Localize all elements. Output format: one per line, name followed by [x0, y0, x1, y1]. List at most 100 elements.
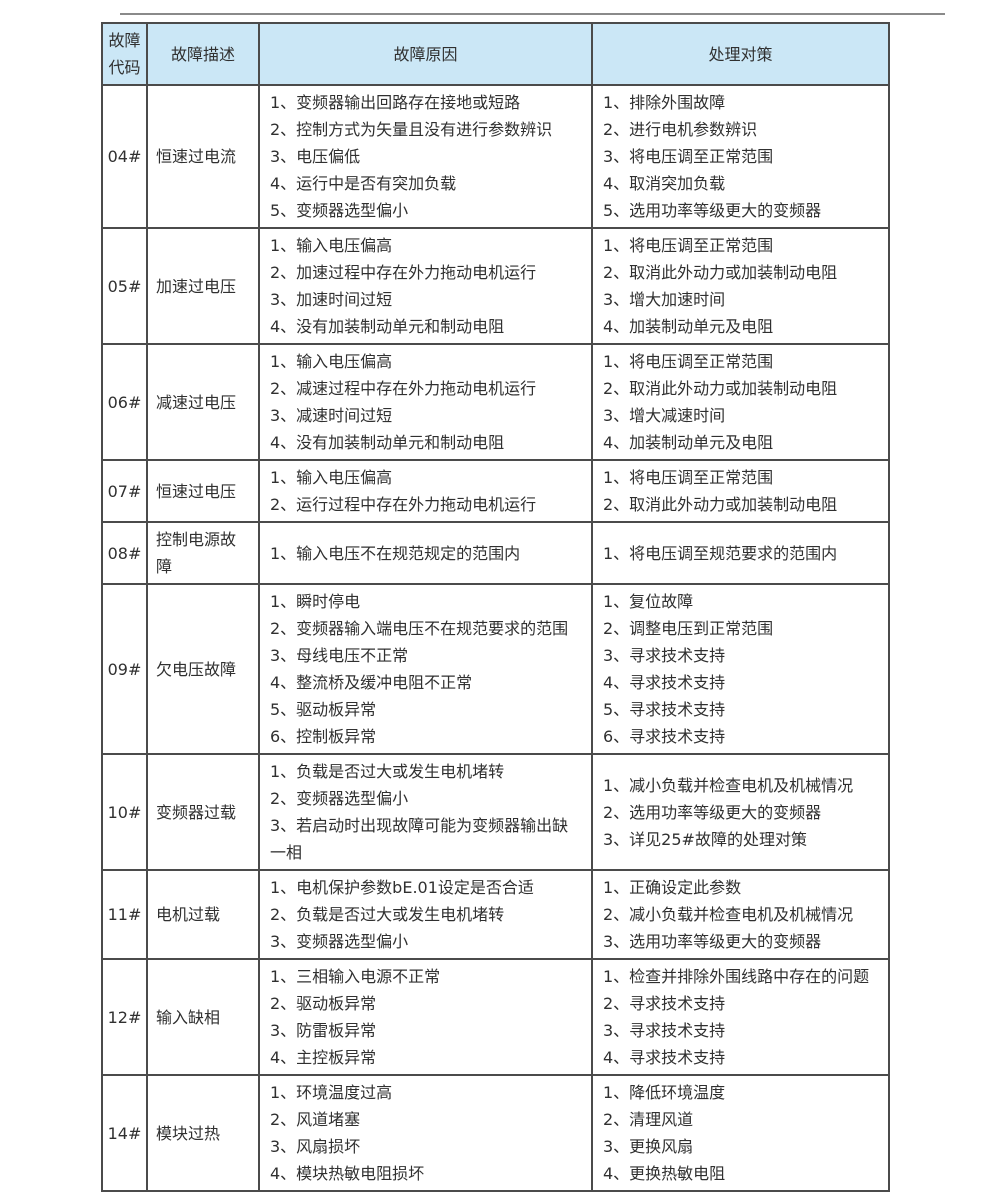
table-row: 10# 变频器过载 1、负载是否过大或发生电机堵转 2、变频器选型偏小 3、若启动时出现… — [101, 753, 890, 871]
countermeasure-item: 2、选用功率等级更大的变频器 — [603, 802, 822, 822]
cause-item: 2、变频器输入端电压不在规范要求的范围 — [270, 619, 569, 638]
cause-item: 2、减速过程中存在外力拖动电机运行 — [270, 379, 537, 398]
table-row: 04# 恒速过电流 1、变频器输出回路存在接地或短路 2、控制方式为矢量且没有进行参数… — [101, 84, 890, 229]
cause-item: 4、模块热敏电阻损坏 — [270, 1164, 425, 1183]
table-body: 04# 恒速过电流 1、变频器输出回路存在接地或短路 2、控制方式为矢量且没有进行参数… — [101, 84, 890, 1192]
countermeasure-item: 1、检查并排除外围线路中存在的问题 — [603, 967, 870, 986]
fault-code-cell: 12# — [101, 958, 148, 1076]
countermeasure-item: 4、加装制动单元及电阻 — [603, 433, 774, 452]
countermeasure-item: 3、更换风扇 — [603, 1137, 694, 1156]
fault-cause-cell: 1、电机保护参数bE.01设定是否合适 2、负载是否过大或发生电机堵转 3、变频器选… — [258, 869, 593, 960]
cause-item: 3、母线电压不正常 — [270, 646, 409, 665]
cause-item: 4、运行中是否有突加负载 — [270, 174, 457, 193]
cause-item: 2、变频器选型偏小 — [270, 789, 409, 808]
countermeasure-item: 3、增大加速时间 — [603, 290, 726, 309]
fault-code-cell: 04# — [101, 84, 148, 229]
fault-cause-cell: 1、瞬时停电 2、变频器输入端电压不在规范要求的范围 3、母线电压不正常 4、整流桥及… — [258, 583, 593, 755]
cause-item: 3、电压偏低 — [270, 147, 361, 166]
countermeasure-cell: 1、将电压调至正常范围 2、取消此外动力或加装制动电阻 — [591, 459, 890, 523]
countermeasure-item: 5、寻求技术支持 — [603, 700, 726, 719]
column-header-fault-code: 故障代码 — [101, 22, 148, 86]
countermeasure-item: 5、选用功率等级更大的变频器 — [603, 201, 822, 220]
cause-item: 2、驱动板异常 — [270, 994, 377, 1013]
fault-code-cell: 05# — [101, 227, 148, 345]
fault-code-cell: 10# — [101, 753, 148, 871]
countermeasure-cell: 1、排除外围故障 2、进行电机参数辨识 3、将电压调至正常范围 4、取消突加负载 5、选… — [591, 84, 890, 229]
countermeasure-item: 2、减小负载并检查电机及机械情况 — [603, 905, 854, 924]
fault-code-table: 故障代码 故障描述 故障原因 处理对策 04# 恒速过电流 1、变频器输出回路存在接… — [101, 22, 890, 1192]
fault-desc-cell: 欠电压故障 — [146, 583, 260, 755]
countermeasure-item: 4、加装制动单元及电阻 — [603, 317, 774, 336]
table-row: 07# 恒速过电压 1、输入电压偏高 2、运行过程中存在外力拖动电机运行 1、将电压调至… — [101, 459, 890, 523]
countermeasure-item: 2、清理风道 — [603, 1110, 694, 1129]
table-row: 09# 欠电压故障 1、瞬时停电 2、变频器输入端电压不在规范要求的范围 3、母线电压不… — [101, 583, 890, 755]
cause-item: 1、输入电压不在规范规定的范围内 — [270, 543, 521, 563]
column-header-countermeasure: 处理对策 — [591, 22, 890, 86]
cause-item: 4、主控板异常 — [270, 1048, 377, 1067]
fault-desc-cell: 恒速过电流 — [146, 84, 260, 229]
fault-desc-cell: 恒速过电压 — [146, 459, 260, 523]
cause-item: 2、风道堵塞 — [270, 1110, 361, 1129]
countermeasure-item: 3、寻求技术支持 — [603, 646, 726, 665]
fault-code-cell: 11# — [101, 869, 148, 960]
cause-item: 3、变频器选型偏小 — [270, 932, 409, 951]
cause-item: 5、驱动板异常 — [270, 700, 377, 719]
countermeasure-item: 1、正确设定此参数 — [603, 878, 742, 897]
countermeasure-item: 1、将电压调至正常范围 — [603, 468, 774, 487]
cause-item: 4、没有加装制动单元和制动电阻 — [270, 433, 505, 452]
cause-item: 6、控制板异常 — [270, 727, 377, 746]
fault-code-cell: 06# — [101, 343, 148, 461]
cause-item: 1、输入电压偏高 — [270, 236, 393, 255]
countermeasure-item: 1、将电压调至规范要求的范围内 — [603, 543, 838, 563]
cause-item: 1、负载是否过大或发生电机堵转 — [270, 762, 505, 781]
table-header: 故障代码 故障描述 故障原因 处理对策 — [101, 22, 890, 86]
fault-cause-cell: 1、输入电压偏高 2、减速过程中存在外力拖动电机运行 3、减速时间过短 4、没有加装制… — [258, 343, 593, 461]
countermeasure-cell: 1、正确设定此参数 2、减小负载并检查电机及机械情况 3、选用功率等级更大的变频器 — [591, 869, 890, 960]
fault-cause-cell: 1、输入电压偏高 2、加速过程中存在外力拖动电机运行 3、加速时间过短 4、没有加装制… — [258, 227, 593, 345]
fault-code-cell: 14# — [101, 1074, 148, 1192]
fault-desc-cell: 变频器过载 — [146, 753, 260, 871]
cause-item: 4、整流桥及缓冲电阻不正常 — [270, 673, 473, 692]
cause-item: 1、三相输入电源不正常 — [270, 967, 441, 986]
countermeasure-item: 2、取消此外动力或加装制动电阻 — [603, 263, 838, 282]
cause-item: 2、加速过程中存在外力拖动电机运行 — [270, 263, 537, 282]
table-row: 14# 模块过热 1、环境温度过高 2、风道堵塞 3、风扇损坏 4、模块热敏电阻损坏 1、降… — [101, 1074, 890, 1192]
table-row: 08# 控制电源故障 1、输入电压不在规范规定的范围内 1、将电压调至规范要求的范围内 — [101, 521, 890, 585]
countermeasure-item: 3、增大减速时间 — [603, 406, 726, 425]
cause-item: 2、运行过程中存在外力拖动电机运行 — [270, 495, 537, 514]
countermeasure-cell: 1、复位故障 2、调整电压到正常范围 3、寻求技术支持 4、寻求技术支持 5、寻求技术支… — [591, 583, 890, 755]
cause-item: 2、控制方式为矢量且没有进行参数辨识 — [270, 120, 553, 139]
fault-code-cell: 09# — [101, 583, 148, 755]
countermeasure-item: 2、调整电压到正常范围 — [603, 619, 774, 638]
cause-item: 3、防雷板异常 — [270, 1021, 377, 1040]
countermeasure-item: 3、将电压调至正常范围 — [603, 147, 774, 166]
divider-line — [120, 13, 945, 15]
cause-item: 1、瞬时停电 — [270, 592, 361, 611]
header-row: 故障代码 故障描述 故障原因 处理对策 — [101, 22, 890, 86]
fault-desc-cell: 模块过热 — [146, 1074, 260, 1192]
countermeasure-item: 6、寻求技术支持 — [603, 727, 726, 746]
cause-item: 1、输入电压偏高 — [270, 352, 393, 371]
cause-item: 3、减速时间过短 — [270, 406, 393, 425]
column-header-fault-cause: 故障原因 — [258, 22, 593, 86]
column-header-fault-desc: 故障描述 — [146, 22, 260, 86]
countermeasure-item: 4、寻求技术支持 — [603, 673, 726, 692]
fault-cause-cell: 1、输入电压偏高 2、运行过程中存在外力拖动电机运行 — [258, 459, 593, 523]
table-row: 11# 电机过载 1、电机保护参数bE.01设定是否合适 2、负载是否过大或发生电机堵… — [101, 869, 890, 960]
countermeasure-item: 1、复位故障 — [603, 592, 694, 611]
countermeasure-cell: 1、将电压调至规范要求的范围内 — [591, 521, 890, 585]
countermeasure-item: 3、选用功率等级更大的变频器 — [603, 932, 822, 951]
cause-item: 1、变频器输出回路存在接地或短路 — [270, 93, 521, 112]
countermeasure-item: 2、寻求技术支持 — [603, 994, 726, 1013]
fault-cause-cell: 1、变频器输出回路存在接地或短路 2、控制方式为矢量且没有进行参数辨识 3、电压偏低… — [258, 84, 593, 229]
cause-item: 4、没有加装制动单元和制动电阻 — [270, 317, 505, 336]
fault-desc-cell: 输入缺相 — [146, 958, 260, 1076]
countermeasure-item: 3、详见25#故障的处理对策 — [603, 829, 807, 849]
countermeasure-item: 1、将电压调至正常范围 — [603, 236, 774, 255]
countermeasure-cell: 1、减小负载并检查电机及机械情况 2、选用功率等级更大的变频器 3、详见25#故障的… — [591, 753, 890, 871]
cause-item: 3、若启动时出现故障可能为变频器输出缺一相 — [270, 816, 569, 862]
countermeasure-item: 3、寻求技术支持 — [603, 1021, 726, 1040]
cause-item: 2、负载是否过大或发生电机堵转 — [270, 905, 505, 924]
table-row: 12# 输入缺相 1、三相输入电源不正常 2、驱动板异常 3、防雷板异常 4、主控板异常 1… — [101, 958, 890, 1076]
